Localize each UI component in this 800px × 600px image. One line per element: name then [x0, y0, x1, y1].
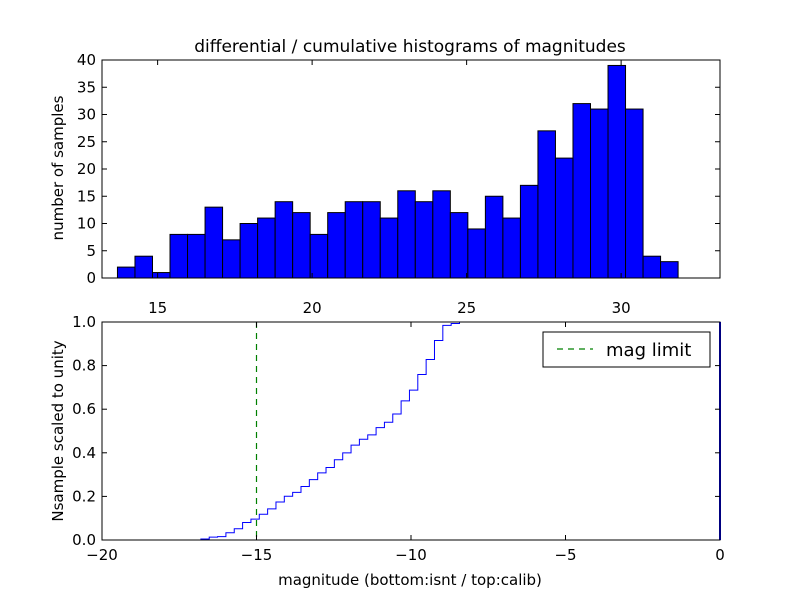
histogram-bar	[292, 212, 311, 279]
x-tick-label: −10	[395, 546, 427, 564]
y-tick-label: 20	[77, 160, 96, 178]
top-histogram-panel: differential / cumulative histograms of …	[49, 37, 721, 317]
histogram-bar	[204, 206, 224, 279]
histogram-bar	[537, 130, 556, 279]
histogram-bar	[625, 108, 644, 279]
histogram-bar	[414, 201, 434, 279]
histogram-bar	[327, 212, 346, 279]
histogram-bar	[116, 266, 136, 279]
histogram-bar	[151, 272, 171, 279]
histogram-bar	[589, 108, 609, 279]
histogram-bar	[309, 233, 329, 279]
x-tick-label: −5	[554, 546, 576, 564]
histogram-bar	[397, 190, 416, 279]
histogram-bar	[274, 201, 294, 279]
bottom-x-axis-label: magnitude (bottom:isnt / top:calib)	[278, 571, 542, 589]
bottom-plot-frame	[101, 321, 721, 541]
y-tick-label: 15	[77, 187, 96, 205]
cumulative-step-series	[102, 321, 720, 541]
histogram-bar	[467, 228, 486, 279]
top-bars	[116, 64, 679, 279]
x-tick-label: 25	[457, 299, 476, 317]
histogram-bar	[222, 239, 241, 279]
histogram-bar	[554, 157, 574, 279]
x-tick-label: −15	[241, 546, 273, 564]
histogram-bar	[362, 201, 381, 279]
histogram-bar	[449, 212, 469, 279]
y-tick-label: 0.0	[72, 531, 96, 549]
x-tick-label: −20	[86, 546, 118, 564]
histogram-bar	[187, 233, 206, 279]
y-tick-label: 0.6	[72, 400, 96, 418]
histogram-bar	[257, 217, 276, 279]
histogram-bar	[169, 233, 189, 279]
histogram-bar	[519, 184, 539, 279]
y-tick-label: 40	[77, 51, 96, 69]
bottom-x-ticks: −20 −15 −10 −5 0	[86, 322, 725, 564]
histogram-bar	[502, 217, 521, 279]
histogram-bar	[134, 255, 153, 279]
top-y-axis-label: number of samples	[49, 95, 67, 240]
histogram-bar	[660, 261, 679, 279]
y-tick-label: 30	[77, 106, 96, 124]
bottom-y-ticks: 0.0 0.2 0.4 0.6 0.8 1.0	[72, 313, 720, 549]
y-tick-label: 10	[77, 215, 96, 233]
histogram-bar	[379, 217, 399, 279]
histogram-bar	[572, 103, 591, 279]
y-tick-label: 35	[77, 78, 96, 96]
x-tick-label: 30	[612, 299, 631, 317]
histogram-bar	[607, 64, 627, 279]
y-tick-label: 0.8	[72, 357, 96, 375]
histogram-bar	[642, 255, 662, 279]
histogram-bar	[432, 190, 451, 279]
x-tick-label: 20	[303, 299, 322, 317]
y-tick-label: 5	[86, 242, 96, 260]
y-tick-label: 0.2	[72, 487, 96, 505]
histogram-bar	[344, 201, 364, 279]
x-tick-label: 0	[715, 546, 725, 564]
histogram-bar	[239, 223, 259, 279]
legend: mag limit	[542, 331, 711, 368]
x-tick-label: 15	[148, 299, 167, 317]
y-tick-label: 25	[77, 133, 96, 151]
top-y-ticks: 0 5 10 15 20 25 30 35 40	[77, 51, 720, 287]
y-tick-label: 0	[86, 269, 96, 287]
y-tick-label: 1.0	[72, 313, 96, 331]
bottom-y-axis-label: Nsample scaled to unity	[49, 340, 67, 521]
top-plot-frame	[101, 59, 721, 279]
y-tick-label: 0.4	[72, 444, 96, 462]
top-chart-title: differential / cumulative histograms of …	[194, 37, 626, 57]
histogram-bar	[484, 195, 504, 279]
bottom-cumulative-panel: Nsample scaled to unity magnitude (botto…	[49, 313, 725, 589]
top-x-ticks: 15 20 25 30	[148, 60, 631, 317]
legend-label: mag limit	[606, 340, 691, 361]
